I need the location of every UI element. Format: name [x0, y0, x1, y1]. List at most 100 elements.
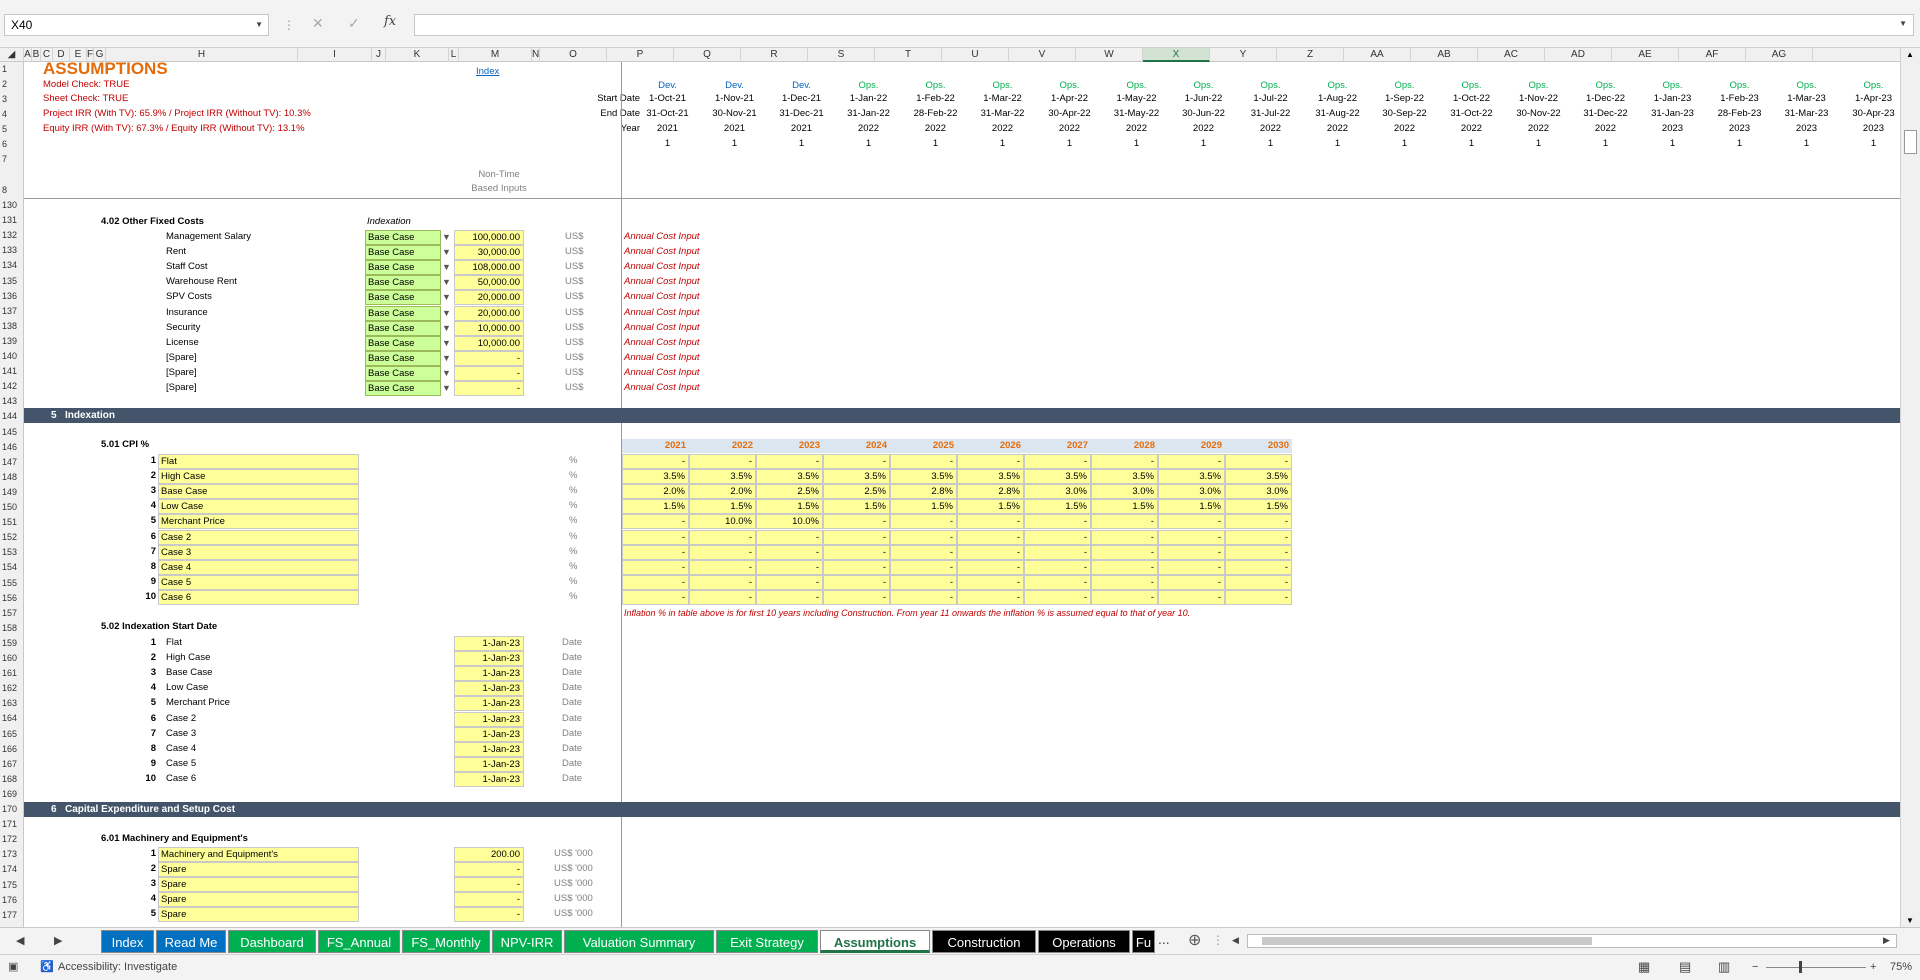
cpi-value[interactable]: - — [890, 574, 957, 590]
scroll-up-icon[interactable]: ▲ — [1906, 50, 1914, 59]
column-header-g[interactable]: G — [94, 48, 106, 62]
row-header-132[interactable]: 132 — [2, 230, 18, 241]
row-header-141[interactable]: 141 — [2, 366, 18, 377]
cpi-value[interactable]: - — [823, 559, 890, 575]
cpi-case-name[interactable]: Flat — [158, 454, 359, 469]
cpi-value[interactable]: - — [1091, 574, 1158, 590]
row-header-157[interactable]: 157 — [2, 607, 18, 618]
row-header-151[interactable]: 151 — [2, 517, 18, 528]
sheet-tab[interactable]: FS_Annual — [318, 930, 400, 953]
indexation-select[interactable]: Base Case — [365, 350, 441, 366]
index-start-date[interactable]: 1-Jan-23 — [454, 741, 524, 757]
column-header-d[interactable]: D — [53, 48, 70, 62]
chevron-down-icon[interactable]: ▼ — [255, 20, 263, 29]
cpi-value[interactable]: - — [1225, 529, 1292, 545]
dropdown-arrow-icon[interactable]: ▼ — [442, 277, 451, 288]
row-header-3[interactable]: 3 — [2, 94, 8, 104]
cpi-value[interactable]: 3.5% — [1091, 469, 1158, 485]
cpi-value[interactable]: - — [622, 529, 689, 545]
cpi-value[interactable]: - — [890, 514, 957, 530]
index-start-date[interactable]: 1-Jan-23 — [454, 651, 524, 667]
row-header-138[interactable]: 138 — [2, 320, 18, 331]
column-header-u[interactable]: U — [942, 48, 1009, 62]
sheet-tab[interactable]: Operations — [1038, 930, 1130, 953]
row-header-8[interactable]: 8 — [2, 185, 8, 195]
row-header-154[interactable]: 154 — [2, 562, 18, 573]
dropdown-arrow-icon[interactable]: ▼ — [442, 232, 451, 242]
dropdown-arrow-icon[interactable]: ▼ — [442, 262, 451, 273]
row-header-1[interactable]: 1 — [2, 64, 8, 74]
row-header-136[interactable]: 136 — [2, 290, 18, 301]
indexation-select[interactable]: Base Case — [365, 320, 441, 336]
fixed-cost-value[interactable]: 20,000.00 — [454, 290, 524, 306]
cpi-value[interactable]: - — [689, 454, 756, 469]
column-header-ag[interactable]: AG — [1746, 48, 1813, 62]
cpi-value[interactable]: - — [756, 574, 823, 590]
capex-name[interactable]: Spare — [158, 862, 359, 878]
cpi-value[interactable]: 1.5% — [622, 499, 689, 515]
row-header-162[interactable]: 162 — [2, 683, 18, 694]
cpi-value[interactable]: - — [1158, 514, 1225, 530]
row-header-145[interactable]: 145 — [2, 426, 18, 437]
row-header-159[interactable]: 159 — [2, 637, 18, 648]
cpi-value[interactable]: - — [1024, 544, 1091, 560]
fixed-cost-value[interactable]: - — [454, 381, 524, 396]
row-header-174[interactable]: 174 — [2, 864, 18, 875]
index-link[interactable]: Index — [476, 66, 500, 77]
formula-input[interactable]: ▼ — [414, 14, 1914, 36]
column-header-p[interactable]: P — [607, 48, 674, 62]
column-header-s[interactable]: S — [808, 48, 875, 62]
column-header-j[interactable]: J — [372, 48, 386, 62]
row-header-134[interactable]: 134 — [2, 260, 18, 271]
column-header-b[interactable]: B — [32, 48, 41, 62]
sheet-tab[interactable]: Read Me — [156, 930, 226, 953]
cpi-value[interactable]: - — [622, 559, 689, 575]
column-header-q[interactable]: Q — [674, 48, 741, 62]
indexation-select[interactable]: Base Case — [365, 305, 441, 321]
zoom-slider[interactable] — [1766, 967, 1866, 968]
column-header-r[interactable]: R — [741, 48, 808, 62]
indexation-select[interactable]: Base Case — [365, 275, 441, 291]
zoom-level[interactable]: 75% — [1890, 961, 1913, 973]
cpi-value[interactable]: 3.5% — [689, 469, 756, 485]
index-start-date[interactable]: 1-Jan-23 — [454, 696, 524, 712]
cpi-value[interactable]: - — [622, 544, 689, 560]
column-header-aa[interactable]: AA — [1344, 48, 1411, 62]
cpi-value[interactable]: - — [890, 529, 957, 545]
sheet-tab[interactable]: FS_Monthly — [402, 930, 490, 953]
row-header-158[interactable]: 158 — [2, 622, 18, 633]
row-header-6[interactable]: 6 — [2, 139, 8, 149]
cpi-case-name[interactable]: Case 5 — [158, 574, 359, 590]
cpi-value[interactable]: - — [823, 574, 890, 590]
index-start-date[interactable]: 1-Jan-23 — [454, 756, 524, 772]
indexation-select[interactable]: Base Case — [365, 245, 441, 261]
row-header-169[interactable]: 169 — [2, 788, 18, 799]
capex-name[interactable]: Spare — [158, 907, 359, 923]
cpi-value[interactable]: - — [622, 574, 689, 590]
column-header-ae[interactable]: AE — [1612, 48, 1679, 62]
cpi-value[interactable]: - — [1091, 514, 1158, 530]
column-header-t[interactable]: T — [875, 48, 942, 62]
cpi-value[interactable]: 1.5% — [756, 499, 823, 515]
macro-record-icon[interactable]: ▣ — [8, 961, 19, 973]
index-start-date[interactable]: 1-Jan-23 — [454, 771, 524, 787]
row-header-152[interactable]: 152 — [2, 532, 18, 543]
dropdown-arrow-icon[interactable]: ▼ — [442, 337, 451, 348]
row-header-149[interactable]: 149 — [2, 486, 18, 497]
cpi-case-name[interactable]: Case 3 — [158, 544, 359, 560]
cpi-value[interactable]: - — [957, 544, 1024, 560]
cpi-value[interactable]: - — [1158, 454, 1225, 469]
column-header-n[interactable]: N — [532, 48, 540, 62]
column-header-ac[interactable]: AC — [1478, 48, 1545, 62]
cpi-value[interactable]: - — [1225, 574, 1292, 590]
row-header-177[interactable]: 177 — [2, 909, 18, 920]
cpi-value[interactable]: - — [689, 574, 756, 590]
column-header-ad[interactable]: AD — [1545, 48, 1612, 62]
indexation-select[interactable]: Base Case — [365, 335, 441, 351]
cpi-value[interactable]: 2.8% — [890, 484, 957, 500]
row-header-166[interactable]: 166 — [2, 743, 18, 754]
cpi-value[interactable]: - — [1024, 529, 1091, 545]
tab-splitter-icon[interactable]: ⋮ — [1212, 933, 1224, 947]
fixed-cost-value[interactable]: 100,000.00 — [454, 230, 524, 245]
cpi-value[interactable]: - — [756, 454, 823, 469]
